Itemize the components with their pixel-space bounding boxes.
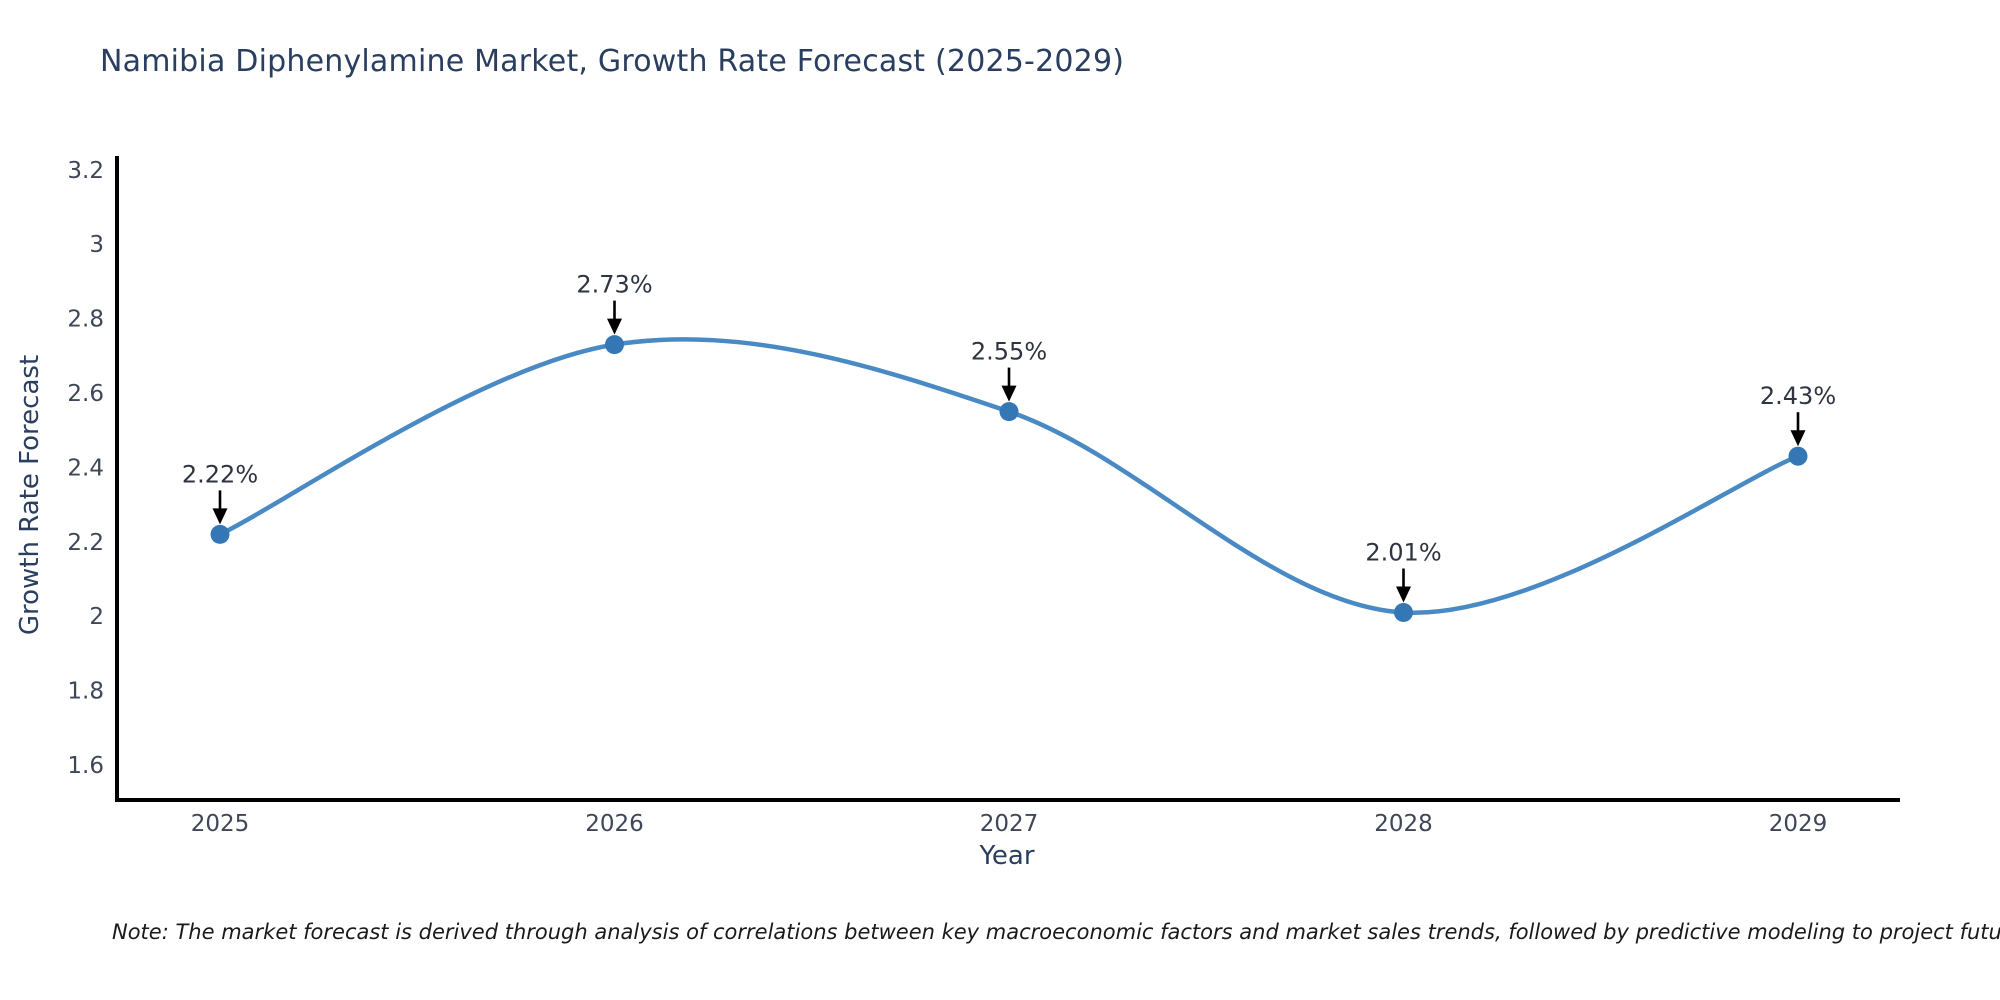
- data-point-2027: [999, 402, 1019, 422]
- y-tick-label: 1.8: [67, 679, 104, 705]
- y-tick-label: 2.2: [67, 530, 104, 556]
- data-point-2028: [1394, 603, 1413, 622]
- y-tick-label: 2.8: [67, 307, 104, 333]
- point-value-label: 2.55%: [971, 338, 1047, 366]
- data-point-2026: [605, 335, 624, 355]
- y-tick-label: 1.6: [67, 753, 104, 779]
- point-value-label: 2.43%: [1760, 382, 1836, 410]
- x-tick-label: 2028: [1374, 811, 1433, 837]
- footnote: Note: The market forecast is derived thr…: [112, 920, 2000, 944]
- annotation-arrowhead-icon: [212, 508, 228, 525]
- y-tick-label: 3.2: [67, 158, 104, 184]
- chart-title: Namibia Diphenylamine Market, Growth Rat…: [100, 44, 1125, 79]
- x-axis-title: Year: [979, 841, 1035, 871]
- axes: [115, 156, 1900, 802]
- y-tick-label: 2.6: [67, 381, 104, 407]
- annotation-arrowhead-icon: [607, 318, 622, 335]
- point-value-label: 2.22%: [182, 460, 258, 488]
- point-value-label: 2.73%: [576, 271, 652, 299]
- x-tick-label: 2025: [191, 811, 250, 837]
- annotation-arrowhead-icon: [1790, 430, 1806, 447]
- x-tick-label: 2027: [980, 811, 1039, 837]
- y-tick-label: 3: [89, 232, 104, 258]
- annotation-arrowhead-icon: [1001, 385, 1017, 402]
- x-tick-label: 2029: [1769, 811, 1828, 837]
- annotation-arrowhead-icon: [1396, 586, 1411, 603]
- point-value-label: 2.01%: [1365, 539, 1441, 567]
- data-point-2025: [210, 524, 230, 544]
- x-tick-label: 2026: [585, 811, 644, 837]
- data-point-2029: [1788, 446, 1808, 466]
- y-tick-label: 2.4: [67, 455, 104, 481]
- y-tick-label: 2: [89, 604, 104, 630]
